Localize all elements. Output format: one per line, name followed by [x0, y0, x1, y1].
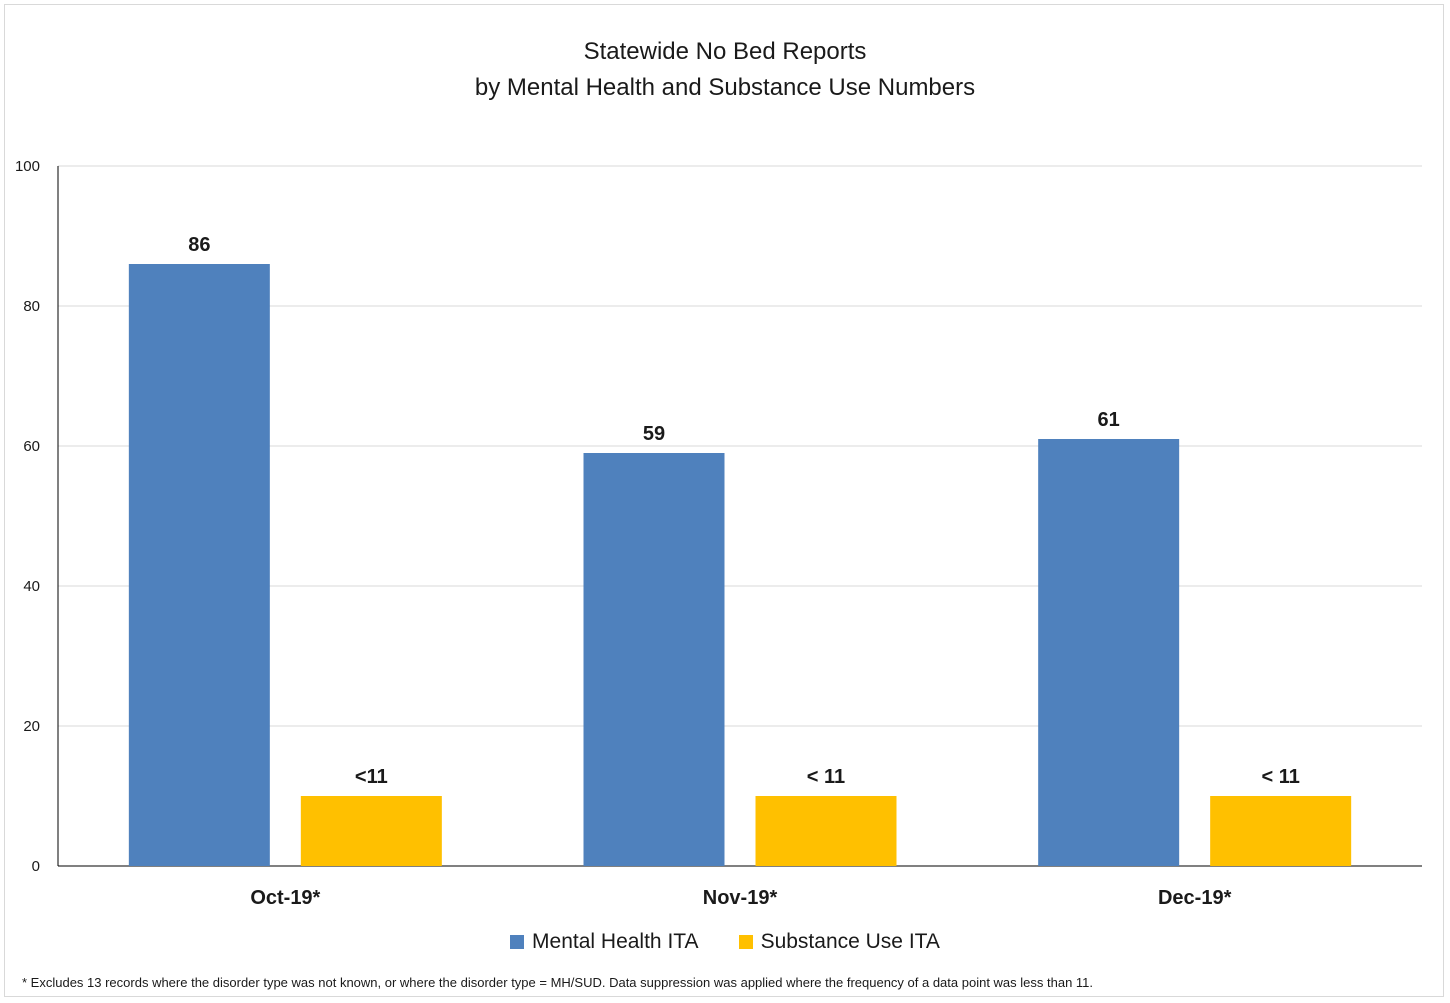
- bar-substance-use-2: [1210, 796, 1352, 866]
- chart-frame: [4, 4, 1444, 997]
- data-label-mental-health-2: 61: [1098, 409, 1120, 431]
- data-label-mental-health-0: 86: [188, 234, 210, 256]
- y-tick-label-20: 20: [23, 718, 40, 735]
- footnote: * Excludes 13 records where the disorder…: [22, 975, 1094, 990]
- legend: Mental Health ITA Substance Use ITA: [0, 930, 1450, 954]
- bar-mental-health-1: [583, 453, 725, 866]
- legend-swatch-substance-use: [738, 935, 753, 949]
- x-tick-label-1: Nov-19*: [703, 887, 778, 909]
- legend-item-substance-use: Substance Use ITA: [738, 930, 940, 954]
- bar-mental-health-2: [1038, 439, 1180, 866]
- legend-label-substance-use: Substance Use ITA: [760, 930, 940, 953]
- chart-subtitle: by Mental Health and Substance Use Numbe…: [474, 74, 976, 101]
- bar-substance-use-1: [755, 796, 897, 866]
- y-tick-label-100: 100: [15, 158, 40, 175]
- chart-title: Statewide No Bed Reports: [583, 38, 867, 65]
- y-tick-label-0: 0: [32, 858, 40, 875]
- data-label-substance-use-2: < 11: [1261, 766, 1299, 788]
- x-tick-label-2: Dec-19*: [1158, 887, 1232, 909]
- data-label-substance-use-1: < 11: [807, 766, 845, 788]
- y-tick-label-80: 80: [23, 298, 40, 315]
- legend-label-mental-health: Mental Health ITA: [532, 930, 699, 953]
- legend-swatch-mental-health: [510, 935, 525, 949]
- bar-substance-use-0: [300, 796, 442, 866]
- bar-mental-health-0: [128, 264, 270, 866]
- legend-item-mental-health: Mental Health ITA: [510, 930, 699, 954]
- data-label-mental-health-1: 59: [643, 423, 665, 445]
- y-tick-label-40: 40: [23, 578, 40, 595]
- x-tick-label-0: Oct-19*: [250, 887, 320, 909]
- data-label-substance-use-0: <11: [355, 766, 388, 788]
- y-tick-label-60: 60: [23, 438, 40, 455]
